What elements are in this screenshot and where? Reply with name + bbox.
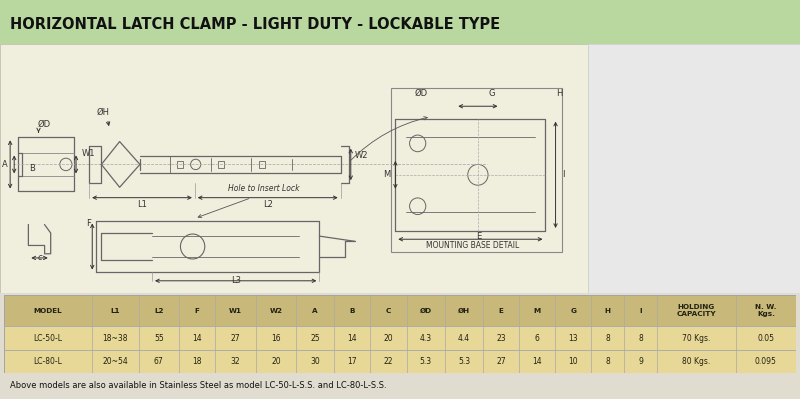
Text: 20: 20 [384,334,394,343]
Text: 20~54: 20~54 [102,357,128,366]
Bar [391,87,562,252]
Text: 80 Kgs.: 80 Kgs. [682,357,710,366]
Text: 5.3: 5.3 [420,357,432,366]
Bar [258,161,265,168]
Text: MODEL: MODEL [34,308,62,314]
Text: ØD: ØD [38,120,50,129]
Text: 9: 9 [638,357,643,366]
Bar [218,161,224,168]
Text: MOUNTING BASE DETAIL: MOUNTING BASE DETAIL [426,241,519,249]
Text: M: M [534,308,541,314]
Text: H: H [605,308,611,314]
Text: N. W.
Kgs.: N. W. Kgs. [755,304,777,317]
Text: H: H [557,89,563,98]
Text: 17: 17 [348,357,358,366]
Text: C: C [386,308,391,314]
Text: L2: L2 [262,200,273,209]
Text: ØD: ØD [414,89,427,98]
Text: Hole to Insert Lock: Hole to Insert Lock [228,184,299,194]
Text: 8: 8 [606,357,610,366]
Text: 10: 10 [569,357,578,366]
Text: 70 Kgs.: 70 Kgs. [682,334,710,343]
Text: L2: L2 [154,308,163,314]
Text: 8: 8 [638,334,643,343]
Text: ØH: ØH [458,308,470,314]
Text: E: E [498,308,504,314]
Text: 22: 22 [384,357,394,366]
Text: F: F [86,219,90,228]
Text: W2: W2 [355,151,368,160]
Text: Above models are also available in Stainless Steel as model LC-50-L-S.S. and LC-: Above models are also available in Stain… [10,381,387,390]
Text: 67: 67 [154,357,164,366]
Text: M: M [382,170,390,179]
Text: F: F [194,308,199,314]
Text: 14: 14 [533,357,542,366]
Text: c: c [38,253,42,262]
Text: G: G [570,308,576,314]
Text: 4.4: 4.4 [458,334,470,343]
Text: 4.3: 4.3 [420,334,432,343]
Text: 27: 27 [496,357,506,366]
Text: 55: 55 [154,334,164,343]
Text: 0.095: 0.095 [755,357,777,366]
Text: 0.05: 0.05 [758,334,774,343]
Text: 8: 8 [606,334,610,343]
Text: ØH: ØH [97,108,110,117]
Text: W1: W1 [82,149,96,158]
Text: B: B [30,164,35,173]
Text: 25: 25 [310,334,320,343]
Text: L1: L1 [137,200,147,209]
Text: W1: W1 [229,308,242,314]
Text: HOLDING
CAPACITY: HOLDING CAPACITY [677,304,716,317]
Bar [4,350,796,373]
Bar [4,295,796,326]
Text: 16: 16 [271,334,281,343]
Text: A: A [313,308,318,314]
Text: 20: 20 [271,357,281,366]
Text: ØD: ØD [420,308,432,314]
Text: 6: 6 [535,334,540,343]
Text: L3: L3 [231,276,242,285]
Text: 23: 23 [496,334,506,343]
Text: I: I [562,170,565,179]
Text: 13: 13 [569,334,578,343]
Text: B: B [350,308,355,314]
Text: LC-80-L: LC-80-L [34,357,62,366]
Text: 18: 18 [192,357,202,366]
Text: 32: 32 [230,357,240,366]
Text: HORIZONTAL LATCH CLAMP - LIGHT DUTY - LOCKABLE TYPE: HORIZONTAL LATCH CLAMP - LIGHT DUTY - LO… [10,17,500,32]
Bar [4,326,796,350]
Text: 27: 27 [230,334,240,343]
Text: I: I [639,308,642,314]
Text: L1: L1 [110,308,120,314]
Text: G: G [488,89,494,98]
Text: LC-50-L: LC-50-L [34,334,62,343]
Text: 30: 30 [310,357,320,366]
Text: A: A [2,160,8,169]
Text: 14: 14 [192,334,202,343]
Text: W2: W2 [270,308,282,314]
Text: 14: 14 [348,334,358,343]
Text: 5.3: 5.3 [458,357,470,366]
Bar [178,161,183,168]
Text: E: E [476,232,481,241]
Text: 18~38: 18~38 [102,334,128,343]
